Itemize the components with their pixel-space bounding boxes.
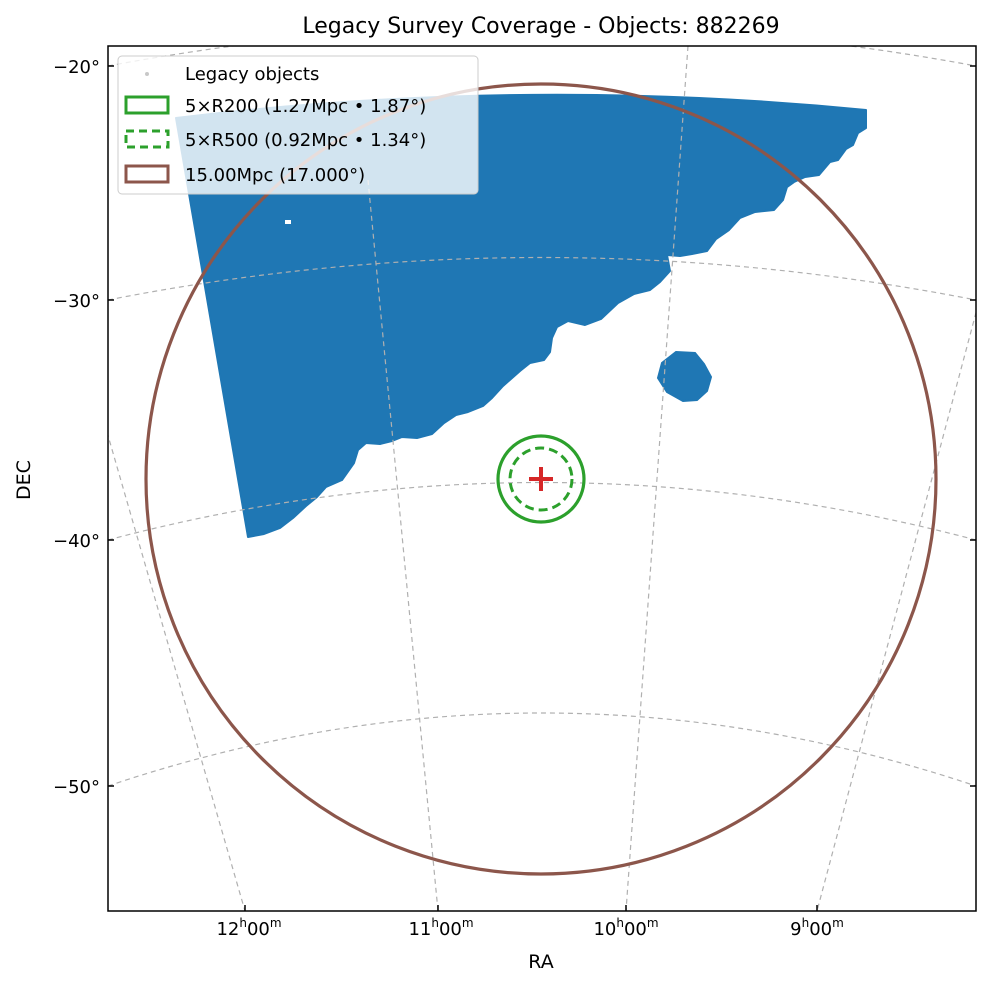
dec-grid-line-50 [108,712,976,787]
y-tick-label-40: −40° [53,531,100,552]
legend-marker-big-circle [124,164,170,184]
legend-marker-r500 [124,129,170,149]
x-tick-label-10h: 10h00m [593,916,658,940]
legend-label-r500: 5×R500 (0.92Mpc • 1.34°) [185,130,426,151]
cluster-center-marker [529,467,553,491]
r200-circle [496,434,586,524]
x-tick-label-11h: 11h00m [408,916,473,940]
r500-circle [508,446,574,512]
y-tick-label-50: −50° [53,777,100,798]
big-radius-circle [144,82,938,876]
x-axis-label: RA [528,951,553,973]
legend-marker-r200 [124,95,170,115]
dec-grid-line-40 [108,481,976,541]
ra-grid-line-10h [625,46,689,911]
legend: Legacy objects 5×R200 (1.27Mpc • 1.87°) … [117,55,479,195]
legend-label-objects: Legacy objects [185,64,319,85]
legacy-patch-region [656,350,713,403]
ra-grid-line-9h [816,310,976,911]
y-tick-label-20: −20° [53,57,100,78]
legacy-speckle [285,220,291,224]
legend-marker-objects [145,72,149,76]
y-tick-label-30: −30° [53,291,100,312]
y-axis-label: DEC [13,460,35,500]
plot-frame [107,45,977,912]
x-tick-label-12h: 12h00m [216,916,281,940]
ra-grid-line-12h [108,433,246,911]
legend-label-r200: 5×R200 (1.27Mpc • 1.87°) [185,96,426,117]
legend-box [117,55,479,195]
legend-label-big-circle: 15.00Mpc (17.000°) [185,165,365,186]
chart-title: Legacy Survey Coverage - Objects: 882269 [302,14,779,39]
dec-grid-line-30 [108,256,976,301]
x-tick-label-9h: 9h00m [790,916,844,940]
legacy-footprint-region [175,93,867,538]
